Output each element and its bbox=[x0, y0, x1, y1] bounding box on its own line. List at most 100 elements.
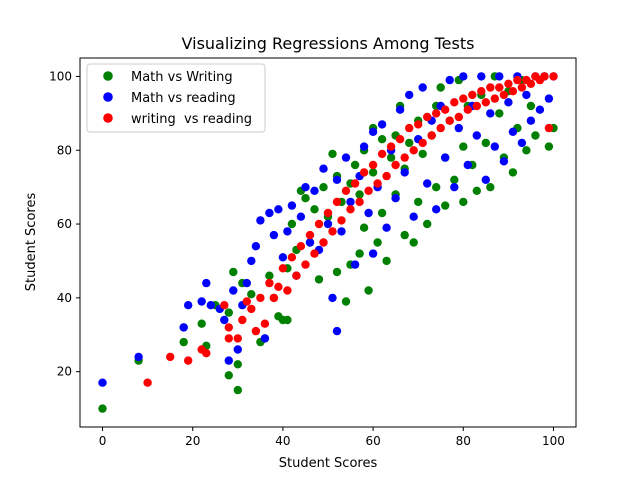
x-tick-label-4: 80 bbox=[456, 434, 471, 448]
point-series-1-77 bbox=[522, 90, 531, 100]
point-series-0-42 bbox=[359, 223, 369, 232]
point-series-0-80 bbox=[495, 109, 504, 118]
point-series-0-77 bbox=[481, 138, 490, 148]
point-series-1-14 bbox=[247, 256, 256, 266]
point-series-1-34 bbox=[332, 326, 342, 336]
point-series-2-50 bbox=[423, 112, 432, 122]
point-series-0-20 bbox=[283, 315, 292, 325]
point-series-1-27 bbox=[305, 238, 315, 247]
point-series-1-67 bbox=[477, 72, 486, 81]
point-series-1-50 bbox=[400, 168, 409, 177]
point-series-2-62 bbox=[477, 87, 486, 96]
point-series-1-76 bbox=[517, 138, 527, 148]
point-series-2-40 bbox=[377, 149, 387, 159]
point-series-2-59 bbox=[463, 105, 472, 114]
point-series-2-44 bbox=[395, 135, 405, 144]
legend-box bbox=[86, 63, 266, 133]
point-series-1-21 bbox=[278, 253, 288, 262]
point-series-2-39 bbox=[373, 179, 382, 188]
point-series-1-9 bbox=[224, 356, 233, 365]
point-series-2-56 bbox=[450, 98, 459, 107]
point-series-1-35 bbox=[337, 227, 346, 236]
point-series-1-6 bbox=[206, 301, 215, 310]
point-series-2-20 bbox=[287, 253, 297, 262]
point-series-0-71 bbox=[459, 142, 468, 151]
point-series-1-71 bbox=[495, 72, 504, 81]
point-series-1-42 bbox=[368, 127, 378, 136]
point-series-1-68 bbox=[481, 175, 490, 184]
chart-title: Visualizing Regressions Among Tests bbox=[182, 34, 475, 53]
legend-label-0: Math vs Writing bbox=[131, 70, 233, 85]
point-series-1-66 bbox=[472, 131, 481, 140]
point-series-2-27 bbox=[319, 238, 328, 247]
point-series-0-45 bbox=[368, 168, 378, 177]
point-series-2-66 bbox=[495, 83, 504, 92]
point-series-2-24 bbox=[305, 230, 315, 240]
point-series-2-63 bbox=[481, 98, 490, 107]
point-series-1-3 bbox=[184, 301, 193, 310]
point-series-1-10 bbox=[229, 286, 238, 295]
point-series-2-11 bbox=[247, 304, 256, 314]
y-axis-label: Student Scores bbox=[24, 193, 39, 292]
point-series-2-21 bbox=[292, 271, 301, 280]
point-series-0-8 bbox=[224, 308, 233, 317]
point-series-0-31 bbox=[328, 149, 337, 159]
point-series-0-9 bbox=[229, 267, 238, 277]
point-series-2-28 bbox=[323, 208, 333, 218]
point-series-2-1 bbox=[166, 352, 175, 362]
point-series-0-64 bbox=[432, 183, 441, 192]
legend-label-1: Math vs reading bbox=[131, 91, 236, 106]
point-series-1-18 bbox=[265, 208, 274, 218]
point-series-0-75 bbox=[472, 186, 481, 195]
point-series-0-65 bbox=[436, 83, 445, 92]
point-series-1-1 bbox=[134, 352, 143, 362]
point-series-2-55 bbox=[445, 116, 454, 125]
point-series-0-4 bbox=[197, 319, 206, 328]
point-series-1-78 bbox=[526, 116, 536, 125]
point-series-0-47 bbox=[377, 135, 387, 144]
point-series-2-13 bbox=[256, 293, 265, 303]
point-series-0-13 bbox=[247, 290, 256, 299]
point-series-2-42 bbox=[386, 142, 396, 151]
point-series-2-19 bbox=[283, 286, 292, 295]
point-series-2-73 bbox=[526, 79, 536, 89]
point-series-2-34 bbox=[350, 179, 360, 188]
point-series-1-32 bbox=[328, 293, 337, 303]
legend-marker-2 bbox=[103, 113, 113, 123]
point-series-2-64 bbox=[486, 83, 495, 92]
point-series-1-2 bbox=[179, 323, 188, 332]
plot-area bbox=[98, 72, 558, 413]
point-series-0-55 bbox=[400, 230, 409, 240]
point-series-2-46 bbox=[405, 123, 414, 133]
point-series-0-27 bbox=[310, 205, 319, 214]
point-series-1-70 bbox=[490, 142, 499, 151]
point-series-2-45 bbox=[400, 153, 409, 162]
point-series-0-78 bbox=[486, 183, 495, 192]
point-series-0-50 bbox=[386, 153, 396, 162]
point-series-2-68 bbox=[504, 79, 513, 89]
point-series-0-43 bbox=[364, 286, 373, 295]
point-series-0-2 bbox=[179, 337, 188, 347]
y-tick-label-3: 80 bbox=[57, 143, 72, 157]
point-series-2-38 bbox=[368, 160, 378, 170]
point-series-2-65 bbox=[490, 94, 499, 103]
point-series-1-54 bbox=[418, 83, 427, 92]
point-series-2-58 bbox=[459, 94, 468, 103]
point-series-1-41 bbox=[364, 208, 373, 218]
legend-marker-0 bbox=[103, 71, 113, 81]
point-series-2-14 bbox=[260, 319, 270, 328]
point-series-0-25 bbox=[301, 194, 310, 203]
point-series-0-69 bbox=[450, 175, 459, 184]
x-tick-label-1: 20 bbox=[185, 434, 200, 448]
point-series-1-73 bbox=[504, 98, 513, 107]
point-series-0-29 bbox=[319, 183, 328, 192]
point-series-2-76 bbox=[540, 72, 549, 81]
point-series-2-16 bbox=[269, 293, 279, 303]
point-series-2-52 bbox=[432, 109, 441, 118]
point-series-1-20 bbox=[274, 205, 283, 214]
point-series-0-87 bbox=[526, 101, 536, 111]
point-series-0-28 bbox=[314, 275, 324, 284]
x-axis: 0 20 40 60 80 100 bbox=[99, 427, 565, 448]
point-series-2-23 bbox=[301, 260, 310, 269]
point-series-0-35 bbox=[341, 297, 351, 306]
